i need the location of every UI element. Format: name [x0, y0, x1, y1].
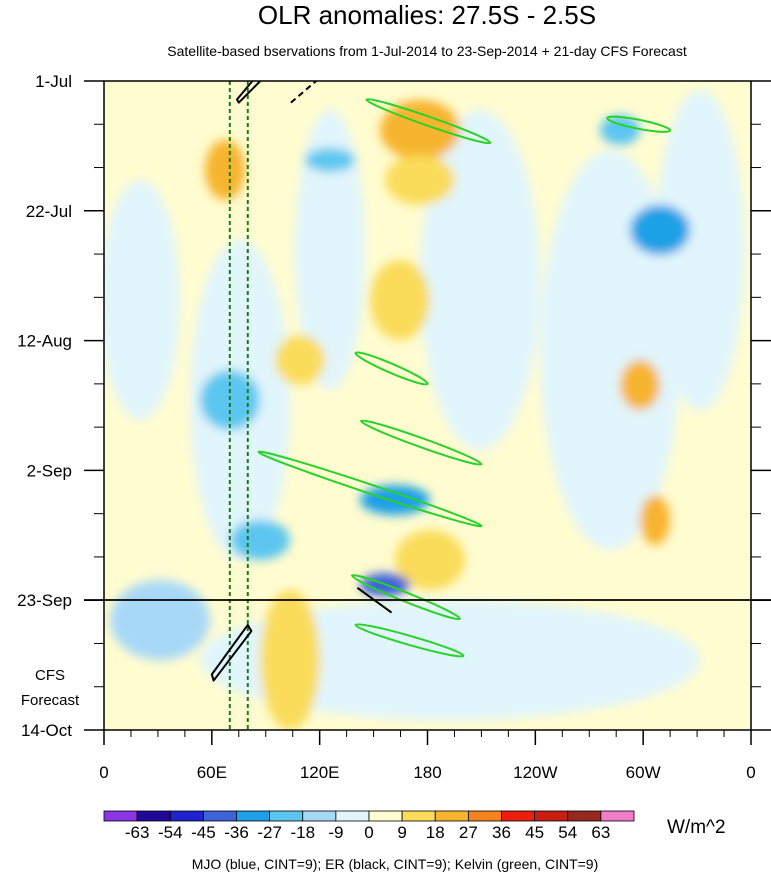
colorbar-tick-label: -36	[224, 823, 249, 842]
contour-layer	[210, 81, 672, 730]
x-axis: 0 60E 120E 180 120W 60W 0	[99, 730, 756, 782]
kelvin-contour	[606, 115, 672, 133]
colorbar-swatch	[467, 810, 502, 822]
colorbar-tick-label: -18	[290, 823, 315, 842]
colorbar-tick-label: -27	[257, 823, 282, 842]
kelvin-contour	[257, 450, 483, 528]
colorbar-swatch	[534, 810, 569, 822]
kelvin-contour	[359, 419, 483, 466]
colorbar: -63 -54 -45 -36 -27 -18 -9 0 9 18 27 36 45 54 63	[103, 810, 635, 842]
y-axis: 1-Jul 22-Jul 12-Aug 2-Sep 23-Sep 14-Oct	[17, 72, 771, 740]
colorbar-tick-label: -45	[191, 823, 216, 842]
colorbar-swatch	[302, 810, 337, 822]
colorbar-swatch	[202, 810, 237, 822]
colorbar-tick-label: -9	[328, 823, 343, 842]
colorbar-swatch	[169, 810, 204, 822]
y-tick-label: 2-Sep	[27, 461, 72, 480]
er-contour	[235, 81, 262, 104]
colorbar-swatch	[600, 810, 635, 822]
y-tick-label: 23-Sep	[17, 591, 72, 610]
forecast-label-line1: CFS	[35, 667, 65, 684]
colorbar-swatch	[103, 810, 138, 822]
kelvin-contour	[350, 574, 461, 621]
y-tick-label: 12-Aug	[17, 332, 72, 351]
colorbar-swatch	[368, 810, 403, 822]
colorbar-tick-label: 63	[591, 823, 610, 842]
kelvin-contour	[365, 98, 492, 145]
colorbar-swatch	[236, 810, 271, 822]
x-tick-label: 60W	[626, 763, 661, 782]
y-tick-label: 1-Jul	[35, 72, 72, 91]
colorbar-swatch	[335, 810, 370, 822]
colorbar-tick-label: 36	[492, 823, 511, 842]
colorbar-swatch	[567, 810, 602, 822]
y-tick-label: 14-Oct	[21, 721, 72, 740]
colorbar-units: W/m^2	[667, 817, 726, 838]
forecast-label-line2: Forecast	[21, 692, 80, 709]
x-tick-label: 180	[413, 763, 441, 782]
colorbar-swatch	[136, 810, 171, 822]
er-contour	[210, 623, 253, 682]
colorbar-tick-label: 54	[558, 823, 577, 842]
colorbar-tick-label: 0	[364, 823, 373, 842]
kelvin-contour	[354, 351, 429, 386]
chart-subtitle: Satellite-based bservations from 1-Jul-2…	[167, 43, 687, 59]
chart-title: OLR anomalies: 27.5S - 2.5S	[258, 0, 596, 30]
x-tick-label: 0	[746, 763, 755, 782]
y-tick-label: 22-Jul	[26, 202, 72, 221]
colorbar-tick-label: 27	[459, 823, 478, 842]
anomaly-field	[104, 90, 745, 730]
colorbar-swatch	[269, 810, 304, 822]
colorbar-tick-label: -54	[158, 823, 183, 842]
colorbar-swatch	[434, 810, 469, 822]
x-tick-label: 0	[99, 763, 108, 782]
x-tick-label: 120W	[513, 763, 557, 782]
colorbar-tick-label: 9	[397, 823, 406, 842]
contour-legend: MJO (blue, CINT=9); ER (black, CINT=9); …	[192, 856, 599, 872]
colorbar-swatch	[401, 810, 436, 822]
colorbar-tick-label: 18	[426, 823, 445, 842]
colorbar-tick-label: -63	[125, 823, 150, 842]
x-tick-label: 60E	[197, 763, 227, 782]
colorbar-swatch	[501, 810, 536, 822]
colorbar-tick-label: 45	[525, 823, 544, 842]
x-tick-label: 120E	[300, 763, 340, 782]
er-contour	[290, 81, 317, 104]
kelvin-contour	[354, 623, 465, 658]
